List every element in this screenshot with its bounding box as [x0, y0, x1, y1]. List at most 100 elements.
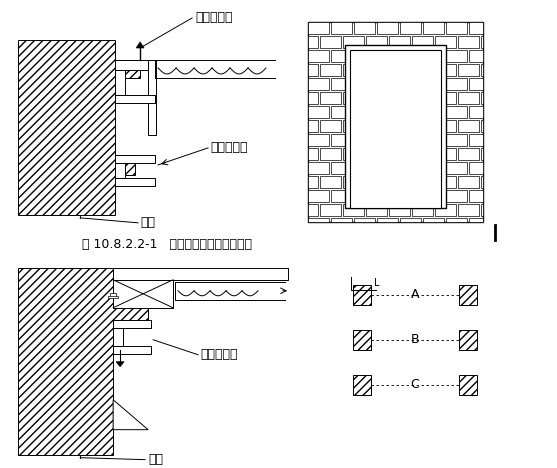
Bar [354, 190, 375, 202]
Text: L: L [374, 278, 379, 288]
Text: 钢防火门框: 钢防火门框 [210, 141, 247, 154]
Bar [400, 22, 421, 34]
Bar [308, 92, 318, 104]
Bar [481, 120, 483, 132]
Bar [331, 50, 352, 62]
Bar [343, 92, 364, 104]
Bar [320, 120, 341, 132]
Bar [412, 176, 433, 188]
Bar [366, 36, 387, 48]
Bar [389, 36, 410, 48]
Bar [354, 162, 375, 174]
Bar [412, 120, 433, 132]
Bar [412, 204, 433, 216]
Bar [353, 285, 371, 305]
Bar [435, 176, 456, 188]
Bar [366, 148, 387, 160]
Bar [400, 50, 421, 62]
Bar [308, 64, 318, 76]
Bar [113, 328, 123, 346]
Bar [400, 218, 421, 222]
Bar [343, 176, 364, 188]
Bar [423, 78, 444, 90]
Bar [446, 78, 467, 90]
Bar [350, 50, 441, 208]
Bar [469, 134, 483, 146]
Bar [115, 60, 155, 70]
Bar [458, 148, 479, 160]
Bar [469, 162, 483, 174]
Bar [320, 204, 341, 216]
Bar [412, 92, 433, 104]
Bar [377, 106, 398, 118]
Bar [377, 134, 398, 146]
Bar [469, 50, 483, 62]
Bar [446, 106, 467, 118]
Text: A: A [411, 288, 419, 301]
Bar [308, 78, 329, 90]
Bar [366, 204, 387, 216]
Bar [350, 50, 441, 208]
Bar [354, 106, 375, 118]
Bar [435, 148, 456, 160]
Bar [423, 22, 444, 34]
Polygon shape [18, 40, 140, 215]
Bar [345, 45, 446, 208]
Bar [308, 22, 329, 34]
Bar [400, 134, 421, 146]
Text: C: C [411, 378, 419, 391]
Bar [423, 162, 444, 174]
Bar [400, 162, 421, 174]
Bar [354, 218, 375, 222]
Bar [308, 134, 329, 146]
Bar [377, 218, 398, 222]
Polygon shape [113, 400, 148, 430]
Bar [354, 134, 375, 146]
Bar [459, 330, 477, 350]
Text: 图 10.8.2.2-1   钢木质防火门结构安装图: 图 10.8.2.2-1 钢木质防火门结构安装图 [82, 238, 252, 251]
Bar [331, 22, 352, 34]
Bar [400, 190, 421, 202]
Bar [113, 320, 151, 328]
Bar [377, 78, 398, 90]
Bar [320, 36, 341, 48]
Bar [148, 60, 156, 135]
Bar [446, 22, 467, 34]
Bar [469, 22, 483, 34]
Bar [308, 50, 329, 62]
Bar [469, 218, 483, 222]
Bar [481, 176, 483, 188]
Bar [469, 190, 483, 202]
Bar [389, 204, 410, 216]
Bar [400, 78, 421, 90]
Bar [320, 92, 341, 104]
Bar [435, 64, 456, 76]
Bar [331, 162, 352, 174]
Text: 打钉拉铁皮: 打钉拉铁皮 [195, 12, 233, 24]
Bar [308, 176, 318, 188]
Bar [320, 64, 341, 76]
Bar [458, 64, 479, 76]
Bar [458, 36, 479, 48]
Polygon shape [18, 268, 148, 455]
Bar [308, 148, 318, 160]
Bar [458, 176, 479, 188]
Bar [113, 280, 173, 308]
Bar [366, 176, 387, 188]
Polygon shape [116, 362, 124, 367]
Bar [423, 218, 444, 222]
Bar [458, 120, 479, 132]
Text: 墙体: 墙体 [140, 216, 155, 229]
Bar [113, 346, 151, 354]
Bar [481, 36, 483, 48]
Bar [115, 70, 125, 95]
Bar [377, 22, 398, 34]
Text: 防火木门框: 防火木门框 [200, 348, 237, 361]
Bar [459, 375, 477, 395]
Bar [377, 162, 398, 174]
Bar [423, 134, 444, 146]
Bar [343, 204, 364, 216]
Bar [469, 78, 483, 90]
Bar [469, 106, 483, 118]
Bar [435, 120, 456, 132]
